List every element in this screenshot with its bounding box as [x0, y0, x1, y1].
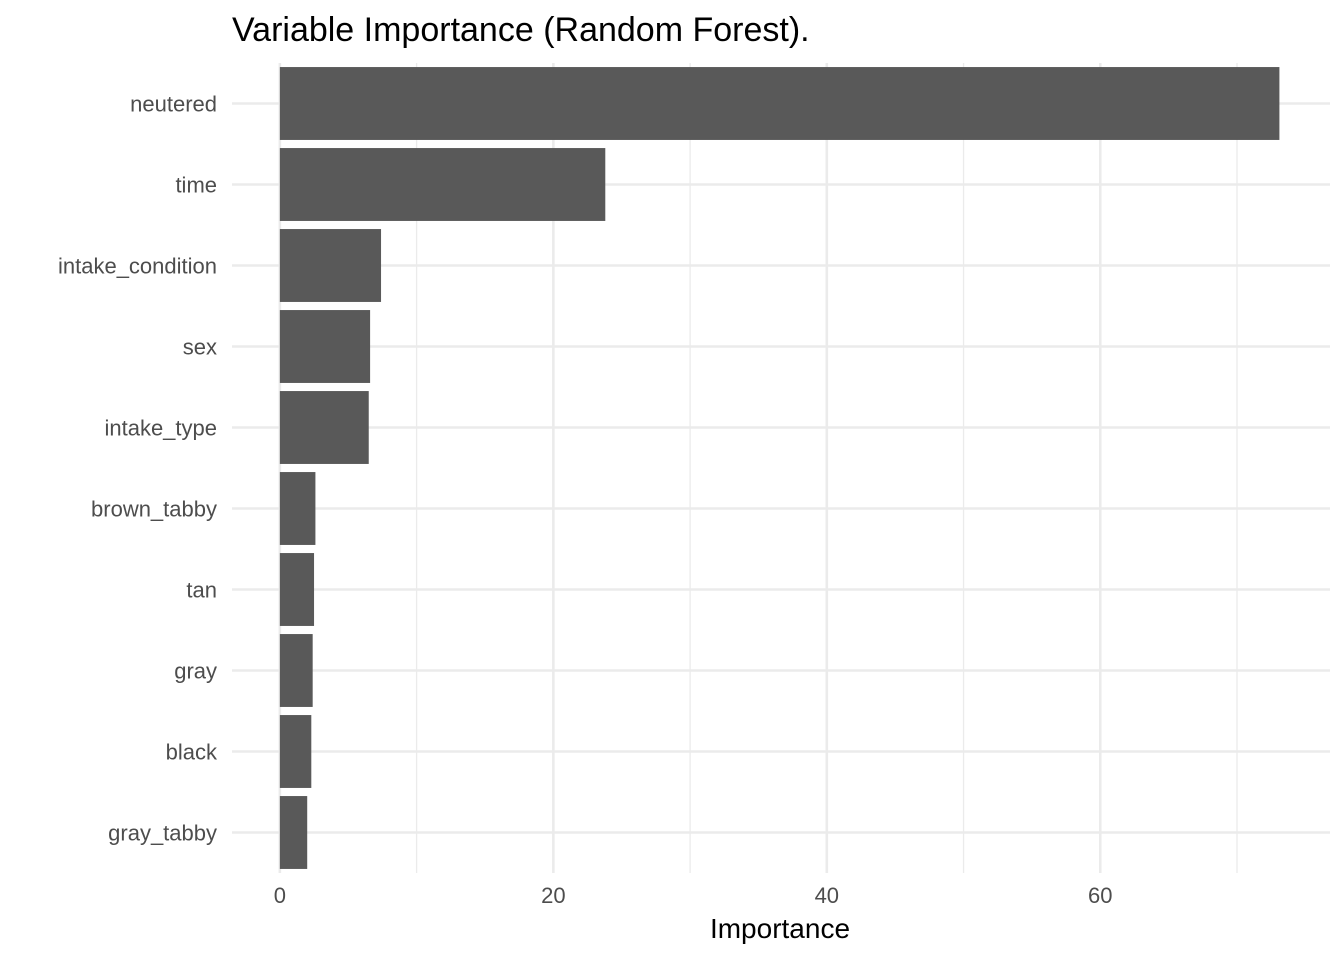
bar-intake-condition	[279, 229, 382, 302]
bar-gray-tabby	[279, 796, 308, 869]
x-axis-tick-labels: 0 20 40 60	[274, 883, 1113, 908]
y-tick-label: time	[175, 173, 217, 198]
bar-time	[279, 148, 606, 221]
y-tick-label: sex	[183, 335, 217, 360]
bar-black	[279, 715, 312, 788]
x-tick-label: 0	[274, 883, 286, 908]
bar-sex	[279, 310, 371, 383]
x-axis-title: Importance	[710, 913, 850, 944]
x-tick-label: 20	[541, 883, 565, 908]
y-tick-label: intake_type	[104, 416, 217, 441]
bar-intake-type	[279, 391, 369, 464]
y-tick-label: neutered	[130, 92, 217, 117]
bar-brown-tabby	[279, 472, 316, 545]
y-tick-label: intake_condition	[58, 254, 217, 279]
bar-neutered	[279, 67, 1280, 140]
y-tick-label: gray_tabby	[108, 821, 217, 846]
bars	[279, 67, 1280, 869]
y-tick-label: brown_tabby	[91, 497, 217, 522]
x-tick-label: 60	[1088, 883, 1112, 908]
y-tick-label: tan	[186, 578, 217, 603]
y-tick-label: gray	[174, 659, 217, 684]
chart-title: Variable Importance (Random Forest).	[232, 11, 810, 49]
bar-gray	[279, 634, 313, 707]
x-tick-label: 40	[815, 883, 839, 908]
bar-tan	[279, 553, 315, 626]
y-tick-label: black	[166, 740, 218, 765]
